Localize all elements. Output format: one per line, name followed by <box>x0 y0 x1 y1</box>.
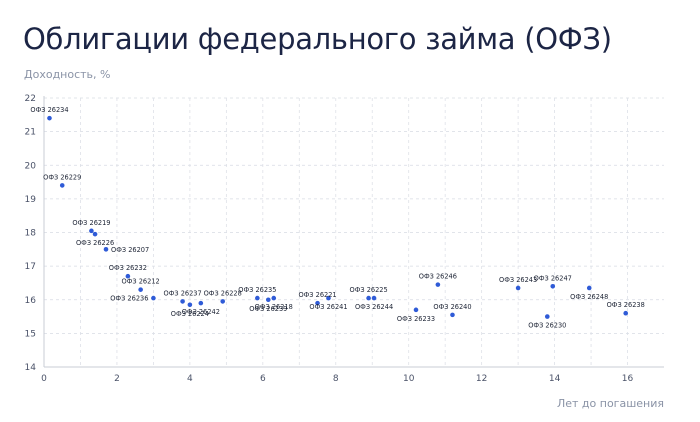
data-point <box>413 307 419 313</box>
data-label: ОФЗ 26228 <box>204 289 242 297</box>
y-axis-label: Доходность, % <box>24 68 111 81</box>
data-label: ОФЗ 26225 <box>350 286 388 294</box>
data-label: ОФЗ 26246 <box>419 273 457 281</box>
data-label: ОФЗ 26230 <box>528 322 566 330</box>
x-tick-label: 8 <box>333 374 339 384</box>
x-tick-label: 10 <box>403 374 415 384</box>
page-title: Облигации федерального займа (ОФЗ) <box>23 22 612 56</box>
x-tick-label: 2 <box>114 374 120 384</box>
data-label: ОФЗ 26244 <box>355 303 393 311</box>
y-tick-label: 18 <box>25 229 37 239</box>
data-point <box>103 247 109 252</box>
y-tick-label: 21 <box>25 128 36 138</box>
data-label: ОФЗ 26237 <box>164 289 202 297</box>
data-point <box>435 282 441 287</box>
y-tick-label: 16 <box>25 296 37 306</box>
data-label: ОФЗ 26235 <box>238 286 276 294</box>
x-tick-label: 6 <box>260 374 266 384</box>
data-label: ОФЗ 26239 <box>249 305 287 313</box>
data-point <box>138 287 143 292</box>
data-point <box>586 285 592 291</box>
data-label: ОФЗ 26233 <box>397 315 435 323</box>
data-label: ОФЗ 26241 <box>309 303 347 311</box>
y-tick-label: 19 <box>25 195 37 205</box>
data-point <box>125 273 131 279</box>
data-point <box>220 299 226 304</box>
data-point <box>515 285 521 291</box>
y-tick-label: 22 <box>25 94 36 104</box>
data-point <box>326 295 331 301</box>
data-point <box>371 295 377 301</box>
data-point <box>550 284 556 289</box>
x-tick-label: 12 <box>476 374 487 384</box>
data-point <box>366 295 371 301</box>
data-label: ОФЗ 26240 <box>433 303 471 311</box>
data-point <box>47 115 52 121</box>
data-point <box>180 299 185 304</box>
data-label: ОФЗ 26247 <box>534 274 572 282</box>
data-label: ОФЗ 26232 <box>109 264 147 272</box>
data-label: ОФЗ 26224 <box>171 310 209 318</box>
data-label: ОФЗ 26236 <box>110 295 148 303</box>
x-axis-label: Лет до погашения <box>556 397 664 410</box>
data-point <box>151 295 156 301</box>
data-point <box>187 302 193 308</box>
data-point <box>271 295 277 301</box>
data-label: ОФЗ 26212 <box>122 278 160 286</box>
data-point <box>450 312 455 318</box>
data-label: ОФЗ 26219 <box>72 219 110 227</box>
y-tick-label: 14 <box>25 363 37 373</box>
data-label: ОФЗ 26218 <box>255 303 293 311</box>
data-label: ОФЗ 26207 <box>111 246 149 254</box>
data-label: ОФЗ 26242 <box>182 308 220 316</box>
x-tick-label: 14 <box>549 374 561 384</box>
y-tick-label: 20 <box>25 161 37 171</box>
data-label: ОФЗ 26238 <box>607 301 645 309</box>
y-tick-label: 15 <box>25 329 36 339</box>
y-tick-label: 17 <box>25 262 36 272</box>
data-label: ОФЗ 26229 <box>43 173 81 181</box>
axes: 14 15 16 17 18 19 20 21 22 0 2 4 6 8 10 12 14 16 <box>25 94 664 384</box>
data-label: ОФЗ 26221 <box>298 291 336 299</box>
x-tick-label: 4 <box>187 374 193 384</box>
data-point <box>315 300 320 306</box>
data-point <box>623 310 629 316</box>
x-tick-label: 16 <box>622 374 634 384</box>
data-point <box>59 183 65 188</box>
grid <box>44 97 664 367</box>
data-point <box>198 300 204 306</box>
data-points <box>47 115 629 319</box>
data-point <box>544 314 550 319</box>
data-label: ОФЗ 26234 <box>30 106 68 114</box>
x-tick-label: 0 <box>41 374 47 384</box>
data-label: ОФЗ 26248 <box>570 293 608 301</box>
data-point <box>89 228 94 234</box>
data-label: ОФЗ 26226 <box>76 239 114 247</box>
data-point <box>92 231 98 237</box>
data-point <box>265 297 271 303</box>
data-point <box>255 295 260 301</box>
data-label: ОФЗ 26243 <box>499 276 537 284</box>
